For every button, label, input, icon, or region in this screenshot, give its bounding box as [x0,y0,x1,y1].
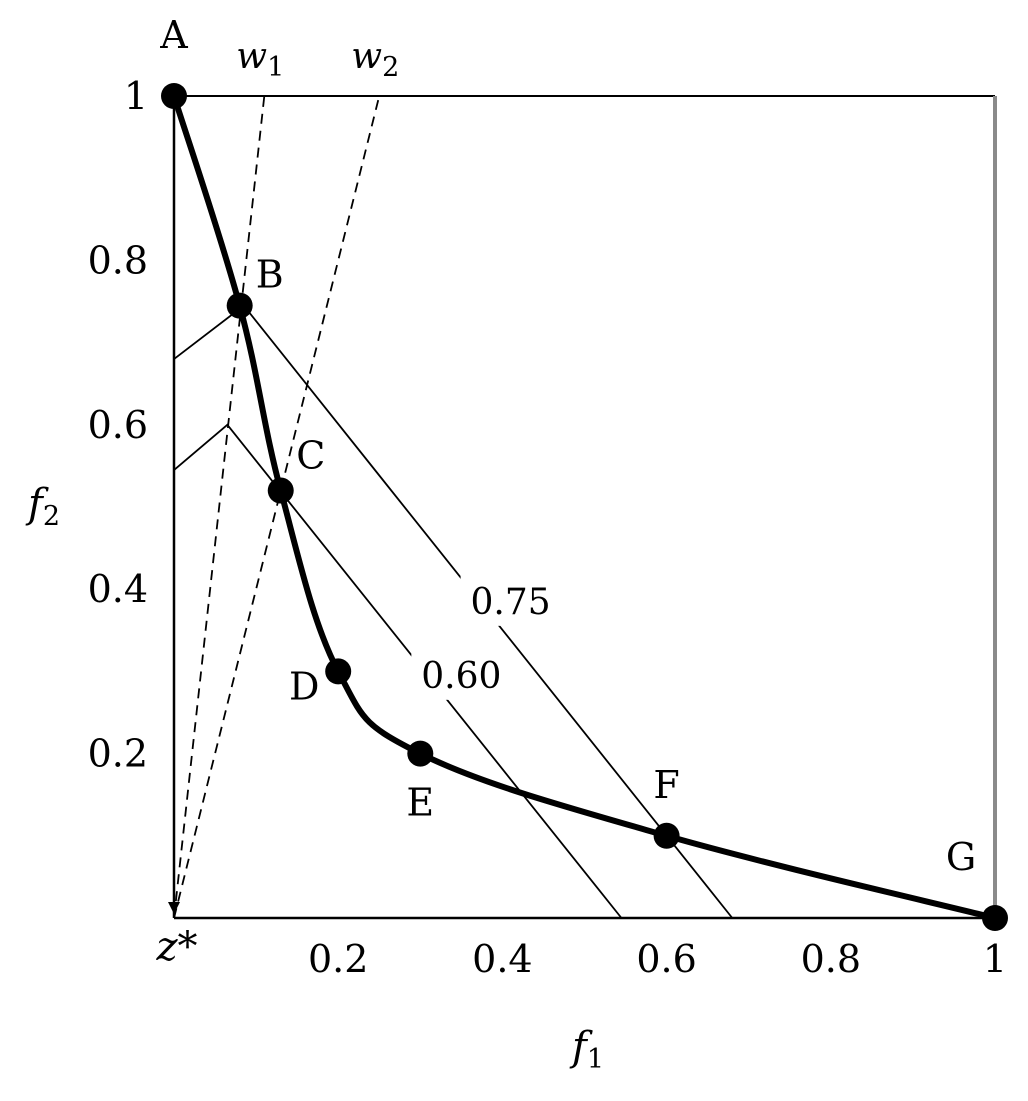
pareto-point [407,740,434,767]
contour-label: 0.75 [471,582,551,623]
contour-label: 0.60 [421,656,501,697]
pareto-point [982,905,1008,931]
contour-label-bg [411,649,512,700]
y-tick-label: 0.2 [88,732,148,776]
origin-label: z* [155,924,197,970]
contour-line [173,423,623,919]
pareto-point [325,658,352,685]
weight-ray-label-main: w [236,36,267,77]
point-label: D [289,664,319,708]
x-tick-label: 0.2 [308,937,368,981]
pareto-curve [171,95,996,921]
y-axis-label: f2 [25,481,60,532]
point-label: F [653,763,679,807]
pareto-points: A B C D E F G [159,13,1008,931]
x-tick-label: 0.6 [636,937,696,981]
y-tick-label: 1 [124,74,148,118]
x-axis-label-sub: 1 [587,1044,604,1075]
x-tick-label: 1 [983,937,1007,981]
tick-labels: 0.2 0.4 0.6 0.8 1 0.2 0.4 0.6 0.8 1 [88,74,1008,981]
y-axis-label-sub: 2 [43,501,60,532]
point-label: E [406,781,434,825]
pareto-point [267,477,294,504]
pareto-point [226,292,253,319]
pareto-point [653,822,680,849]
point-label: C [296,434,325,478]
point-label: B [256,253,284,297]
plot-frame [172,95,997,920]
origin-arrowhead [168,902,180,914]
weight-rays: w1 w2 [168,36,399,919]
contour-label-bg [460,575,561,626]
x-tick-label: 0.4 [472,937,532,981]
y-tick-label: 0.4 [88,567,148,611]
y-tick-label: 0.8 [88,238,148,282]
weight-ray [173,95,381,919]
weight-ray [173,95,266,919]
x-axis-label: f1 [569,1024,604,1075]
x-tick-label: 0.8 [801,937,861,981]
weight-ray-label-sub: 1 [267,52,284,83]
point-label: G [946,835,976,879]
weight-ray-label-sub: 2 [382,52,399,83]
y-tick-label: 0.6 [88,403,148,447]
pareto-front [171,95,996,921]
weight-ray-label-main: w [351,36,382,77]
point-label: A [159,13,188,57]
pareto-point [161,83,187,109]
weight-ray-label: w1 [236,36,284,83]
weight-ray-label: w2 [351,36,399,83]
